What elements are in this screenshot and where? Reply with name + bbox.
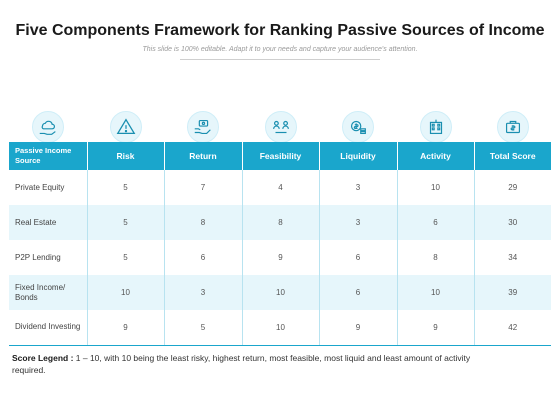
warning-triangle-icon bbox=[87, 110, 165, 144]
activity-cell: 10 bbox=[397, 275, 475, 310]
table-header-row: Passive Income Source Risk Return Feasib… bbox=[9, 142, 551, 170]
total-score-cell: 34 bbox=[508, 253, 518, 262]
legend-label: Score Legend : bbox=[12, 353, 74, 363]
source-cell: P2P Lending bbox=[9, 240, 88, 275]
feasibility-cell: 10 bbox=[242, 275, 320, 310]
header-source: Passive Income Source bbox=[9, 142, 88, 170]
dollar-coins-icon bbox=[319, 110, 397, 144]
column-icons bbox=[9, 110, 551, 144]
return-cell: 6 bbox=[164, 240, 243, 275]
activity-cell: 10 bbox=[397, 170, 475, 205]
source-cell: Private Equity bbox=[9, 170, 88, 205]
table-row: Fixed Income/ Bonds 10 3 10 6 10 39 bbox=[9, 275, 551, 310]
subtitle-divider bbox=[180, 59, 380, 60]
risk-cell: 5 bbox=[87, 170, 165, 205]
feasibility-cell: 4 bbox=[242, 170, 320, 205]
risk-cell: 10 bbox=[87, 275, 165, 310]
liquidity-cell: 3 bbox=[319, 170, 398, 205]
return-cell: 7 bbox=[164, 170, 243, 205]
return-cell: 5 bbox=[164, 310, 243, 346]
source-cell: Real Estate bbox=[9, 205, 88, 240]
legend-text: 1 – 10, with 10 being the least risky, h… bbox=[12, 353, 471, 375]
liquidity-cell: 6 bbox=[319, 275, 398, 310]
total-score-cell: 39 bbox=[474, 275, 551, 310]
header-total-score: Total Score bbox=[474, 142, 551, 170]
risk-cell: 5 bbox=[87, 240, 165, 275]
source-cell: Dividend Investing bbox=[9, 310, 88, 346]
table-row: Private Equity 5 7 4 3 10 29 bbox=[9, 170, 551, 205]
slide-title: Five Components Framework for Ranking Pa… bbox=[15, 22, 545, 39]
liquidity-cell: 6 bbox=[319, 240, 398, 275]
return-cell: 3 bbox=[164, 275, 243, 310]
header-risk: Risk bbox=[87, 142, 165, 170]
total-score-cell: 29 bbox=[508, 183, 518, 192]
hand-money-return-icon bbox=[164, 110, 242, 144]
liquidity-cell: 9 bbox=[319, 310, 398, 346]
total-score-cell: 42 bbox=[474, 310, 551, 346]
feasibility-cell: 10 bbox=[242, 310, 320, 346]
risk-cell: 9 bbox=[87, 310, 165, 346]
table-row: P2P Lending 5 6 9 6 8 34 bbox=[9, 240, 551, 275]
score-legend: Score Legend : 1 – 10, with 10 being the… bbox=[12, 352, 482, 376]
table-row: Dividend Investing 9 5 10 9 9 42 bbox=[9, 310, 551, 346]
header-liquidity: Liquidity bbox=[319, 142, 398, 170]
liquidity-cell: 3 bbox=[319, 205, 398, 240]
hand-cloud-money-icon bbox=[9, 110, 87, 144]
activity-cell: 6 bbox=[397, 205, 475, 240]
table-row: Real Estate 5 8 8 3 6 30 bbox=[9, 205, 551, 240]
money-briefcase-icon bbox=[474, 110, 552, 144]
header-return: Return bbox=[164, 142, 243, 170]
feasibility-cell: 8 bbox=[242, 205, 320, 240]
header-activity: Activity bbox=[397, 142, 475, 170]
ranking-table: Passive Income Source Risk Return Feasib… bbox=[9, 142, 551, 346]
activity-cell: 8 bbox=[397, 240, 475, 275]
source-cell: Fixed Income/ Bonds bbox=[9, 275, 88, 310]
total-score-cell: 30 bbox=[474, 205, 551, 240]
feasibility-cell: 9 bbox=[242, 240, 320, 275]
building-activity-icon bbox=[397, 110, 475, 144]
slide-subtitle: This slide is 100% editable. Adapt it to… bbox=[142, 46, 418, 53]
risk-cell: 5 bbox=[87, 205, 165, 240]
return-cell: 8 bbox=[164, 205, 243, 240]
header-feasibility: Feasibility bbox=[242, 142, 320, 170]
people-network-icon bbox=[242, 110, 320, 144]
activity-cell: 9 bbox=[397, 310, 475, 346]
